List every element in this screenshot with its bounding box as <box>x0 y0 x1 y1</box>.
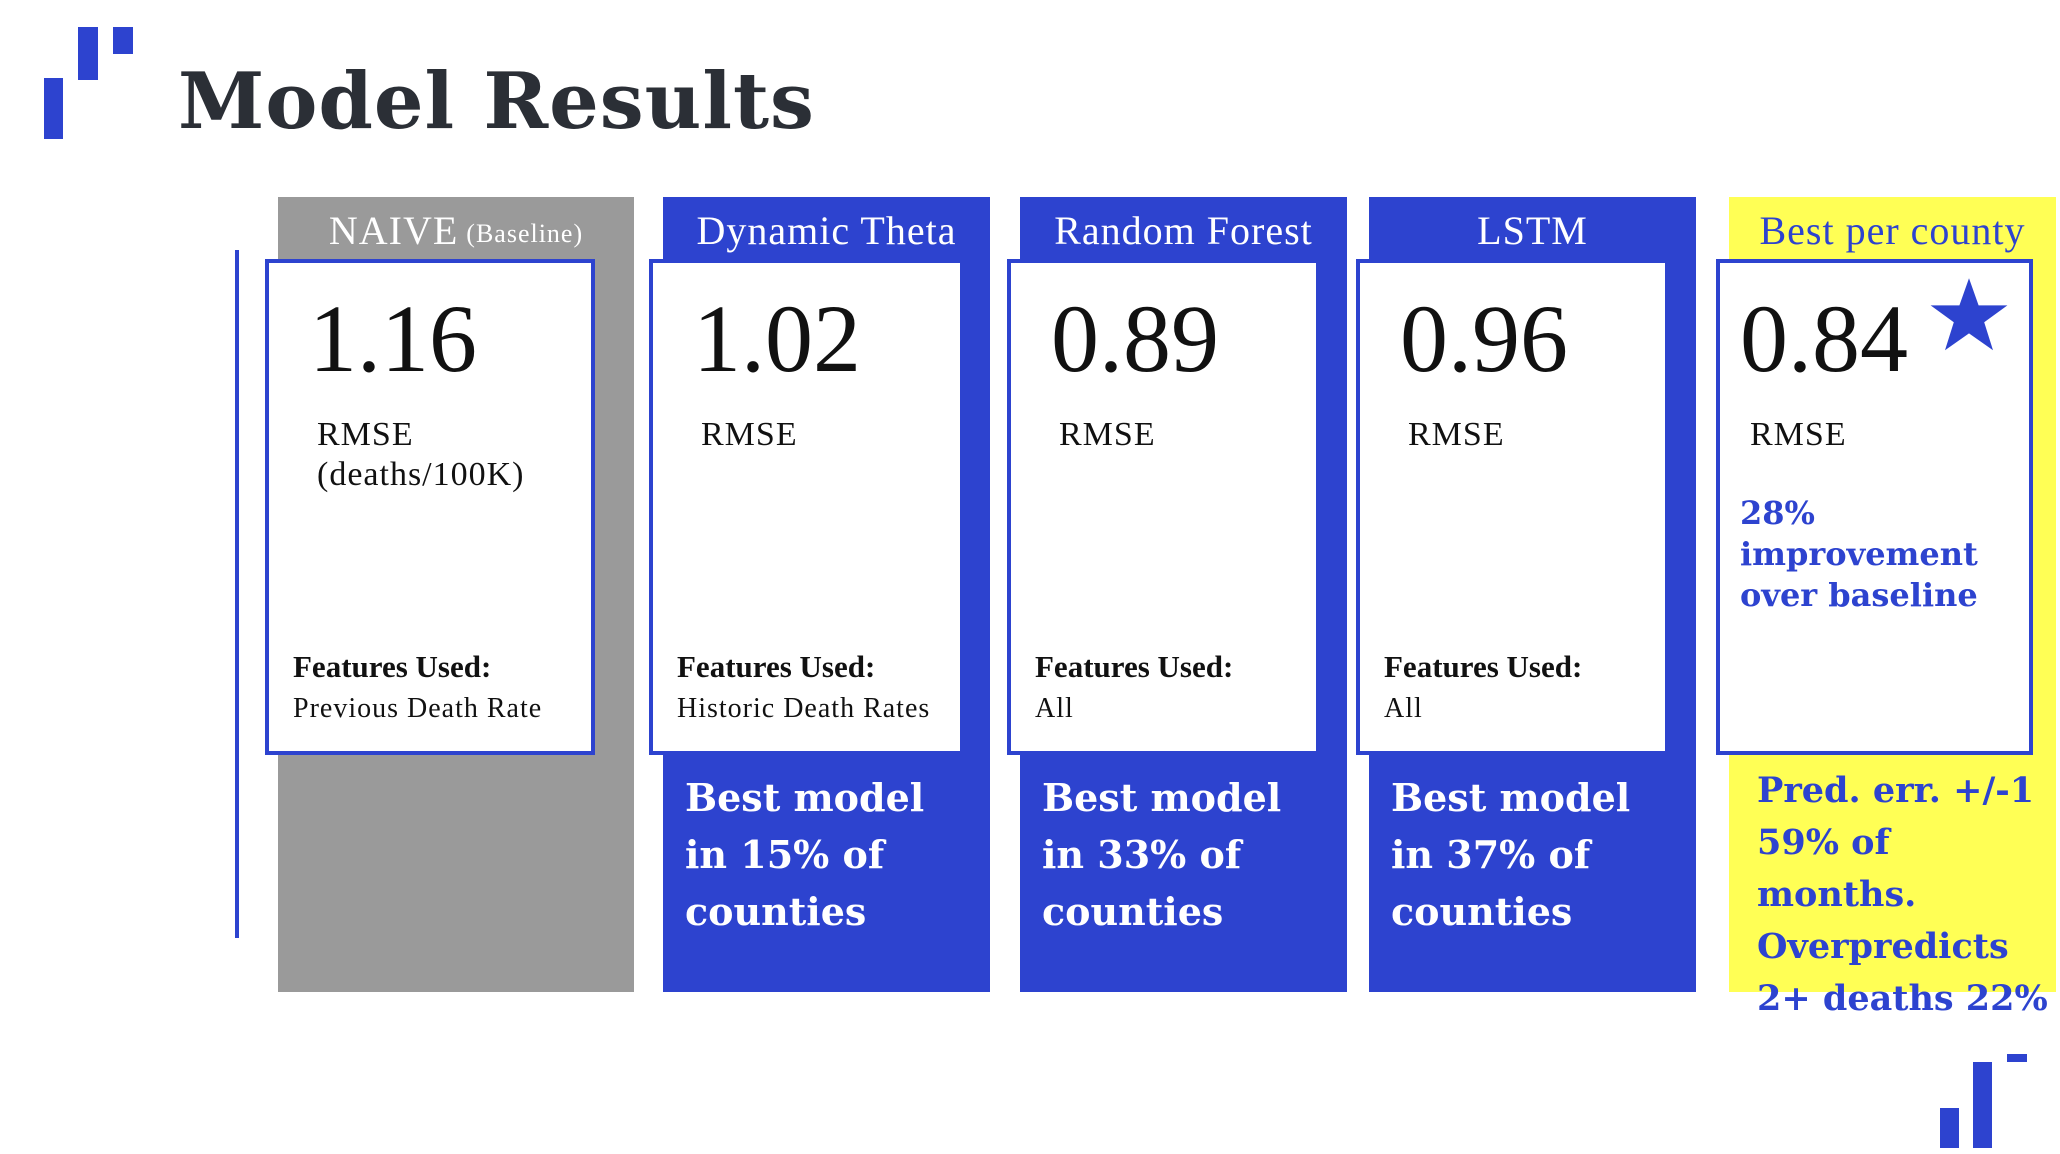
model-column-best-per-county: Best per county 0.84 RMSE 28% improvemen… <box>1716 197 2056 1019</box>
model-name: Random Forest <box>1054 207 1313 253</box>
model-card: 0.89 RMSE Features Used: All <box>1007 259 1320 755</box>
model-name: NAIVE <box>328 207 459 253</box>
logo-bar <box>1940 1108 1959 1148</box>
features-value: All <box>1384 693 1423 724</box>
metric-name: RMSE <box>317 416 414 453</box>
logo-bar <box>113 27 133 54</box>
features-heading: Features Used: <box>293 649 492 684</box>
metric-label: RMSE <box>701 416 798 453</box>
features-value: All <box>1035 693 1074 724</box>
model-column-dynamic-theta: Dynamic Theta 1.02 RMSE Features Used: H… <box>649 197 990 992</box>
model-column-lstm: LSTM 0.96 RMSE Features Used: All Best m… <box>1356 197 1696 992</box>
model-name-suffix: (Baseline) <box>466 219 584 248</box>
model-card: 0.84 RMSE 28% improvement over baseline <box>1716 259 2033 755</box>
rmse-value: 0.89 <box>1051 285 1219 392</box>
logo-bar <box>1973 1062 1992 1148</box>
logo-bar <box>2007 1054 2027 1062</box>
summary-text: Best model in 15% of counties <box>685 775 925 934</box>
features-value: Previous Death Rate <box>293 693 543 724</box>
metric-label: RMSE <box>1408 416 1505 453</box>
rmse-value: 0.96 <box>1400 285 1568 392</box>
divider-line <box>235 250 239 938</box>
model-column-random-forest: Random Forest 0.89 RMSE Features Used: A… <box>1007 197 1347 992</box>
model-card: 0.96 RMSE Features Used: All <box>1356 259 1669 755</box>
metric-label: RMSE (deaths/100K) <box>317 415 525 495</box>
features-value: Historic Death Rates <box>677 693 931 724</box>
model-header: Best per county <box>1729 197 2056 263</box>
summary-text: Best model in 37% of counties <box>1391 775 1631 934</box>
summary-text: Best model in 33% of counties <box>1042 775 1282 934</box>
page-title: Model Results <box>178 56 815 147</box>
model-card: 1.02 RMSE Features Used: Historic Death … <box>649 259 964 755</box>
features-heading: Features Used: <box>1384 649 1583 684</box>
model-name: Dynamic Theta <box>696 207 957 253</box>
model-card: 1.16 RMSE (deaths/100K) Features Used: P… <box>265 259 595 755</box>
model-header: Random Forest <box>1020 197 1347 263</box>
features-heading: Features Used: <box>1035 649 1234 684</box>
model-name: LSTM <box>1477 207 1588 253</box>
model-column-naive: NAIVE (Baseline) 1.16 RMSE (deaths/100K)… <box>265 197 634 992</box>
model-name: Best per county <box>1759 207 2026 253</box>
star-icon <box>1930 278 2008 351</box>
features-heading: Features Used: <box>677 649 876 684</box>
logo-bar <box>44 78 63 139</box>
metric-label: RMSE <box>1750 416 1847 453</box>
model-header: NAIVE (Baseline) <box>278 197 634 263</box>
rmse-value: 0.84 <box>1740 285 1908 392</box>
model-header: LSTM <box>1369 197 1696 263</box>
metric-unit: (deaths/100K) <box>317 456 525 493</box>
metric-label: RMSE <box>1059 416 1156 453</box>
summary-text: Pred. err. +/-1 59% of months. Overpredi… <box>1757 770 2048 1019</box>
rmse-value: 1.16 <box>309 285 477 392</box>
improvement-note: 28% improvement over baseline <box>1740 494 1978 614</box>
model-header: Dynamic Theta <box>663 197 990 263</box>
rmse-value: 1.02 <box>693 285 861 392</box>
logo-bar <box>78 27 98 80</box>
